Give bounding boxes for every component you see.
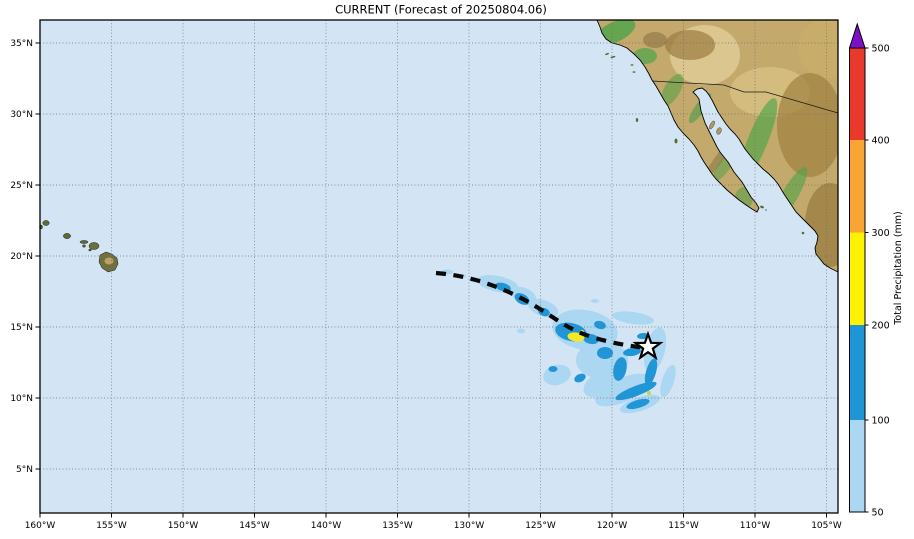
- colorbar-segment-orange: [849, 140, 865, 233]
- y-tick-label: 35°N: [10, 39, 33, 49]
- colorbar-tick-label: 100: [872, 416, 890, 427]
- x-tick-label: 155°W: [96, 521, 127, 531]
- x-tick-label: 140°W: [311, 521, 342, 531]
- map-frame: [39, 19, 839, 514]
- axis-tick-marks: [35, 42, 827, 518]
- y-tick-label: 10°N: [10, 394, 33, 404]
- colorbar-segment-blue: [849, 325, 865, 420]
- gulf-of-california-islands: [709, 120, 722, 135]
- x-tick-label: 105°W: [811, 521, 842, 531]
- colorbar-tick-label: 300: [872, 228, 890, 239]
- coastline: [596, 19, 839, 273]
- x-tick-label: 110°W: [740, 521, 771, 531]
- colorbar-segment-red: [849, 48, 865, 140]
- colorbar: 500 400 300 200 100 50 Total Precipitati…: [848, 22, 904, 519]
- colorbar-segment-lightblue: [849, 420, 865, 512]
- storm-center-star-icon: [632, 330, 664, 361]
- x-tick-label: 160°W: [25, 521, 56, 531]
- colorbar-tick-label: 500: [872, 44, 890, 55]
- x-tick-label: 145°W: [239, 521, 270, 531]
- x-tick-label: 115°W: [668, 521, 699, 531]
- precipitation-light-shading: [441, 269, 676, 414]
- page-title: CURRENT (Forecast of 20250804.06): [335, 3, 547, 17]
- colorbar-tick-marks: [865, 47, 869, 513]
- y-tick-label: 25°N: [10, 181, 33, 191]
- x-tick-label: 135°W: [382, 521, 413, 531]
- us-mexico-border-line: [651, 80, 839, 114]
- colorbar-tick-label: 200: [872, 321, 890, 332]
- colorbar-over-arrow: [848, 22, 866, 49]
- colorbar-axis-label: Total Precipitation (mm): [893, 211, 904, 326]
- y-tick-label: 20°N: [10, 252, 33, 262]
- y-axis-tick-labels: 35°N 30°N 25°N 20°N 15°N 10°N 5°N: [10, 39, 33, 475]
- y-tick-label: 30°N: [10, 110, 33, 120]
- y-tick-label: 15°N: [10, 323, 33, 333]
- x-tick-label: 150°W: [168, 521, 199, 531]
- x-tick-label: 130°W: [454, 521, 485, 531]
- offshore-islands: [605, 52, 805, 235]
- ocean-background: [40, 20, 838, 513]
- x-tick-label: 125°W: [525, 521, 556, 531]
- y-tick-label: 5°N: [16, 465, 33, 475]
- x-axis-tick-labels: 160°W 155°W 150°W 145°W 140°W 135°W 130°…: [25, 521, 842, 531]
- colorbar-outline: [849, 47, 866, 513]
- colorbar-tick-label: 400: [872, 136, 890, 147]
- storm-track-dashed-line: [435, 270, 647, 351]
- colorbar-segment-yellow: [849, 232, 865, 325]
- graticule-gridlines: [40, 20, 838, 513]
- colorbar-tick-label: 50: [872, 508, 884, 519]
- x-tick-label: 120°W: [597, 521, 628, 531]
